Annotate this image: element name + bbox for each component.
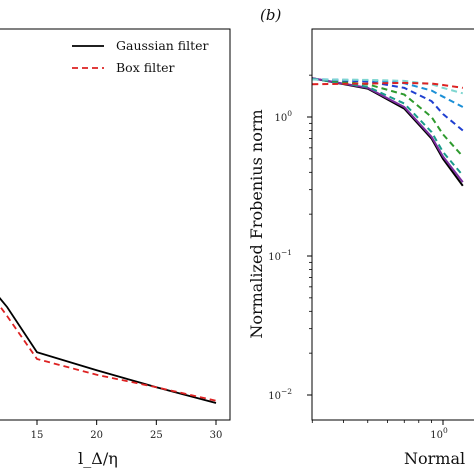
panel-b-series-5 — [312, 78, 464, 132]
panel-a-legend: Gaussian filter Box filter — [72, 38, 209, 75]
panel-a: 15 20 25 30 l_Δ/η Gaussian filter Box filte… — [0, 28, 231, 468]
panel-a-xtick-label: 30 — [210, 430, 223, 441]
panel-a-frame — [0, 28, 231, 421]
panel-a-xtick-label: 25 — [150, 430, 163, 441]
panel-b-series-4 — [312, 77, 464, 158]
panel-b-series-2 — [312, 77, 464, 183]
panel-b-xlabel: Normal — [404, 449, 465, 468]
panel-b-ylabel: Normalized Frobenius norm — [247, 109, 266, 338]
legend-label-gaussian: Gaussian filter — [116, 38, 209, 53]
legend-label-box: Box filter — [116, 60, 174, 75]
panel-a-xlabel: l_Δ/η — [78, 449, 118, 468]
panel-b-tag: (b) — [260, 6, 281, 24]
panel-a-xtick-label: 20 — [90, 430, 103, 441]
panel-a-xtick-label: 15 — [31, 430, 44, 441]
panel-b-frame — [311, 28, 474, 421]
panel-b-series-8 — [312, 81, 463, 89]
panel-b-series-3 — [312, 77, 464, 177]
panel-a-series-box — [0, 304, 217, 402]
